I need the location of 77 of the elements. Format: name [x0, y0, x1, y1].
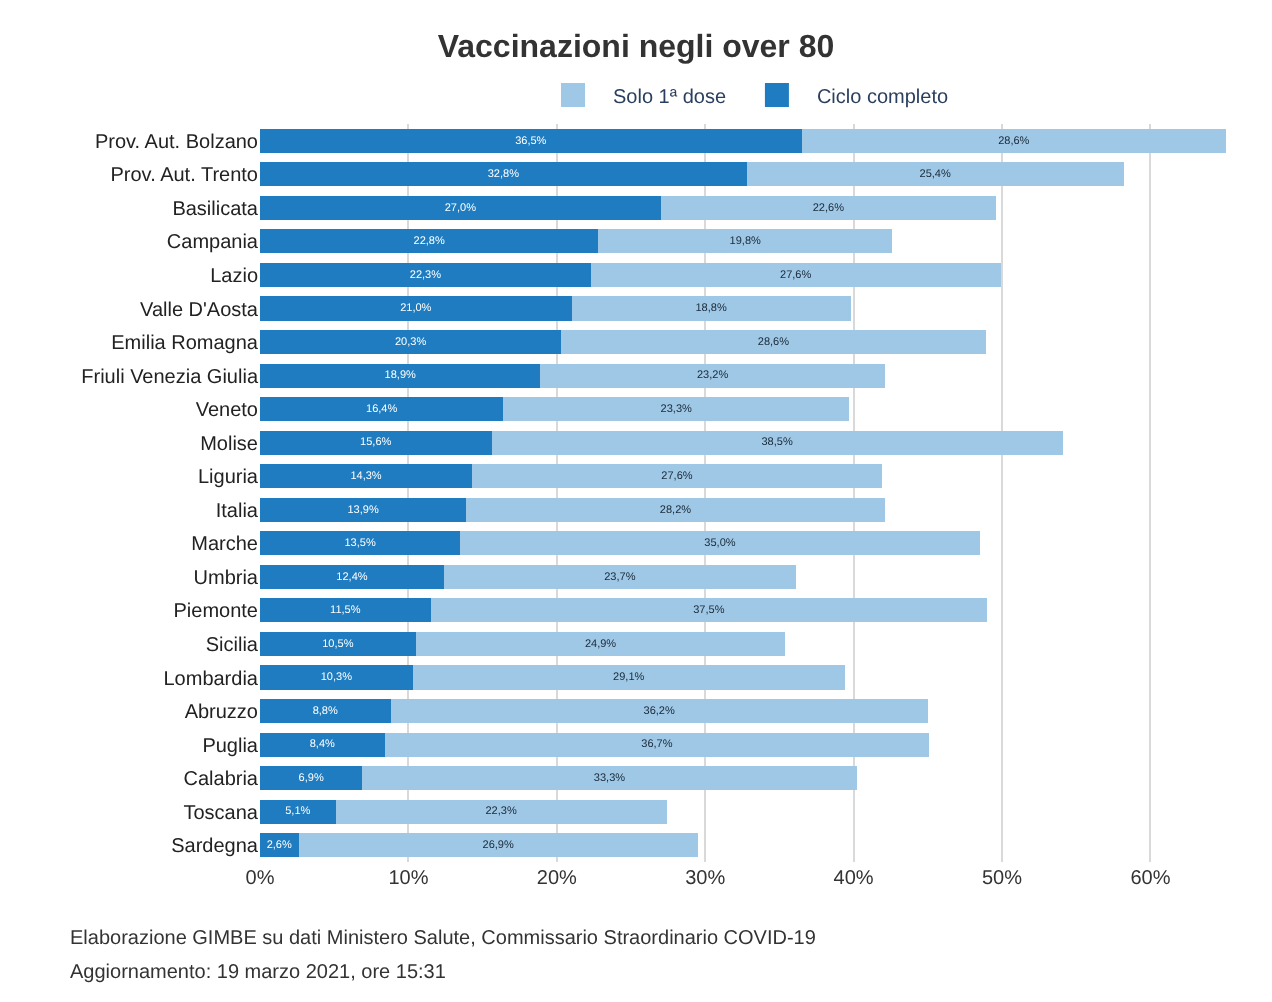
x-tick-label: 30%: [685, 868, 726, 890]
bar: [260, 296, 572, 321]
bar: [390, 698, 928, 724]
x-tick-label: 60%: [1130, 868, 1171, 890]
bar: [460, 531, 980, 556]
bar: [746, 162, 1124, 187]
bar: [260, 195, 661, 220]
y-tick-label: Valle D'Aosta: [140, 299, 259, 322]
bar: [362, 766, 857, 791]
bar: [260, 665, 413, 690]
bar: [260, 799, 336, 824]
bar: [415, 631, 786, 657]
y-tick-label: Toscana: [183, 802, 259, 825]
x-tick-label: 50%: [981, 868, 1023, 890]
y-tick-label: Veneto: [195, 400, 259, 423]
y-tick-label: Umbria: [193, 567, 259, 590]
bar: [260, 329, 562, 355]
y-tick-label: Emilia Romagna: [111, 333, 259, 356]
bar: [260, 732, 385, 757]
y-tick-label: Lazio: [210, 265, 259, 288]
bar: [260, 229, 599, 254]
bar: [260, 162, 747, 187]
bar: [590, 262, 1001, 288]
y-tick-label: Friuli Venezia Giulia: [81, 366, 259, 389]
bar: [466, 497, 885, 522]
bar: [260, 397, 504, 422]
bar: [491, 430, 1063, 455]
bar: [444, 564, 796, 589]
y-tick-label: Calabria: [183, 769, 259, 792]
bar: [260, 363, 541, 388]
y-tick-label: Marche: [191, 534, 259, 557]
bar: [260, 497, 467, 522]
bar: [298, 833, 698, 858]
text: Aggiornamento: 19 marzo 2021, ore 15:31: [70, 962, 447, 984]
y-tick-label: Prov. Aut. Trento: [110, 165, 259, 188]
bar: [260, 598, 431, 623]
text: Elaborazione GIMBE su dati Ministero Salute, Commissario Straordinario COVID-19: [70, 928, 817, 950]
x-tick-label: 10%: [388, 868, 429, 890]
bar: [260, 631, 416, 657]
bar: [260, 430, 492, 455]
bar: [260, 766, 363, 791]
bar: [412, 665, 845, 690]
y-tick-label: Piemonte: [173, 601, 259, 624]
y-tick-label: Abruzzo: [184, 702, 259, 725]
bar: [335, 799, 667, 824]
bar: [260, 698, 391, 724]
bar: [801, 128, 1227, 153]
bar: [540, 363, 885, 388]
bar: [660, 195, 997, 220]
chart-title: Vaccinazioni negli over 80: [437, 31, 835, 66]
y-tick-label: Basilicata: [172, 198, 259, 221]
bar: [260, 128, 802, 153]
bar: [503, 397, 850, 422]
bar: [260, 564, 445, 589]
y-tick-label: Lombardia: [163, 668, 259, 691]
bar: [571, 296, 851, 321]
x-tick-label: 0%: [245, 868, 275, 890]
x-tick-label: 40%: [833, 868, 874, 890]
y-tick-label: Prov. Aut. Bolzano: [94, 131, 259, 154]
bar: [260, 531, 461, 556]
bar: [561, 329, 986, 355]
y-tick-label: Puglia: [202, 735, 259, 758]
legend-label: Ciclo completo: [816, 86, 949, 109]
y-tick-label: Molise: [200, 433, 259, 456]
bar: [260, 464, 473, 489]
bar: [260, 262, 591, 288]
y-tick-label: Sicilia: [205, 634, 259, 657]
bar: [472, 464, 882, 489]
bar: [430, 598, 988, 623]
legend-label: Solo 1ª dose: [613, 86, 727, 109]
y-tick-label: Liguria: [197, 467, 259, 490]
bar: [598, 229, 893, 254]
y-tick-label: Italia: [215, 500, 259, 523]
y-tick-label: Campania: [166, 232, 259, 255]
y-tick-label: Sardegna: [171, 836, 259, 859]
x-tick-label: 20%: [536, 868, 578, 890]
bar: [384, 732, 930, 757]
